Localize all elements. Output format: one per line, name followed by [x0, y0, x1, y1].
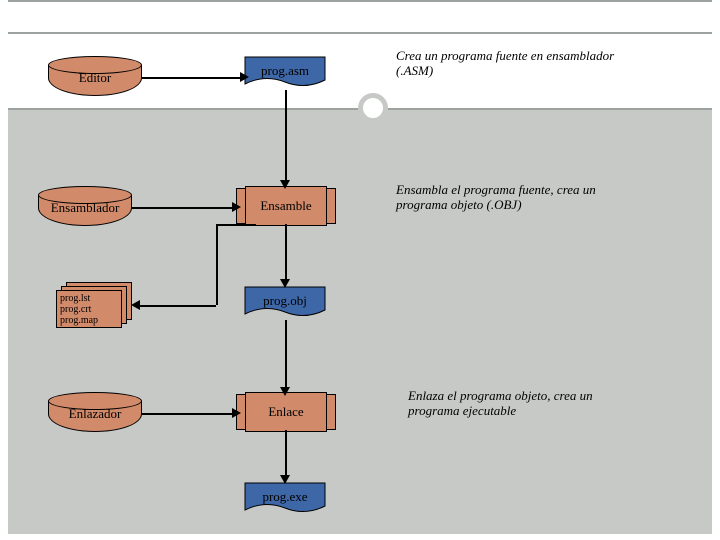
arrowhead-4 [280, 279, 290, 288]
assembler-cylinder: Ensamblador [38, 186, 132, 226]
ring-decoration [358, 93, 388, 123]
progasm-file: prog.asm [244, 56, 326, 90]
arrowhead-5 [131, 300, 140, 310]
arrow-assemble-to-listing-h [140, 305, 216, 307]
arrowhead-7 [232, 408, 241, 418]
linker-cylinder: Enlazador [48, 392, 142, 432]
assemble-process: Ensamble [236, 188, 336, 224]
assemble-process-label: Ensamble [260, 198, 311, 213]
arrow-assemble-to-listing-v [216, 224, 218, 305]
link-process: Enlace [236, 394, 336, 430]
link-process-label: Enlace [268, 404, 303, 419]
decor-hr-top [8, 32, 712, 34]
arrowhead-2 [280, 180, 290, 189]
annotation-assemble: Ensambla el programa fuente, crea un pro… [396, 182, 616, 212]
progobj-label: prog.obj [244, 293, 326, 309]
arrowhead-6 [280, 387, 290, 396]
arrow-asm-to-assemble [285, 90, 287, 180]
assembler-label: Ensamblador [38, 200, 132, 216]
listing-line-3: prog.map [60, 315, 118, 326]
listing-line-1: prog.lst [60, 293, 118, 304]
arrow-editor-to-asm [142, 77, 240, 79]
arrow-linker-to-link [142, 413, 232, 415]
arrow-assemble-to-obj [285, 224, 287, 279]
arrowhead-1 [240, 72, 249, 82]
linker-label: Enlazador [48, 406, 142, 422]
annotation-link: Enlaza el programa objeto, crea un progr… [408, 388, 628, 418]
progobj-file: prog.obj [244, 286, 326, 320]
arrow-assemble-to-listing-branch [216, 224, 256, 226]
annotation-editor: Crea un programa fuente en ensamblador (… [396, 48, 616, 78]
editor-label: Editor [48, 70, 142, 86]
listing-line-2: prog.crt [60, 304, 118, 315]
arrow-obj-to-link [285, 320, 287, 387]
arrowhead-8 [280, 475, 290, 484]
listing-files-stack: prog.lst prog.crt prog.map [56, 282, 134, 328]
progasm-label: prog.asm [244, 63, 326, 79]
progexe-file: prog.exe [244, 482, 326, 516]
arrow-link-to-exe [285, 430, 287, 475]
arrowhead-3 [232, 202, 241, 212]
arrow-assembler-to-assemble [132, 207, 232, 209]
editor-cylinder: Editor [48, 56, 142, 96]
decor-hr-1 [8, 0, 712, 2]
progexe-label: prog.exe [244, 489, 326, 505]
